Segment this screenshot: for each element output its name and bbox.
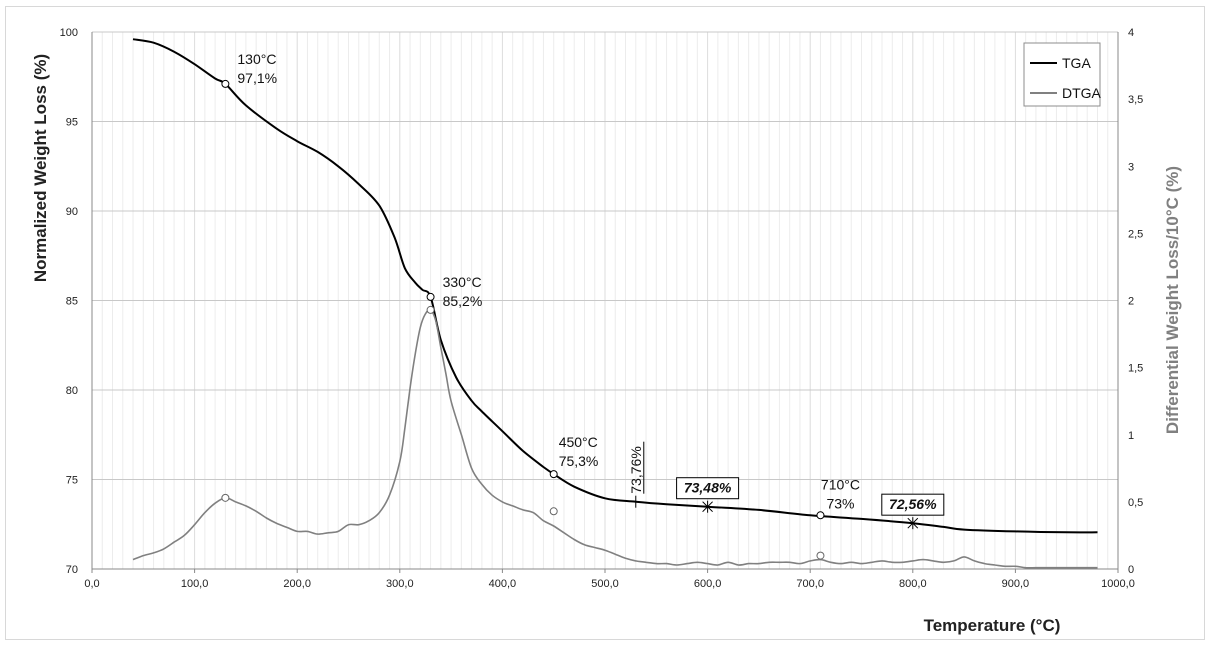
legend-box: [1023, 42, 1101, 107]
legend-label-tga: TGA: [1062, 55, 1091, 71]
point-annotation-label: 97,1%: [237, 70, 277, 86]
x-tick-label: 1000,0: [1101, 578, 1135, 590]
point-annotation-label: 710°C: [821, 476, 860, 492]
axes: [91, 32, 1119, 573]
x-tick-label: 0,0: [84, 578, 99, 590]
x-tick-label: 400,0: [489, 578, 517, 590]
y-tick-label: 85: [66, 296, 78, 308]
dtga-point-marker: [426, 305, 435, 314]
y2-tick-label: 1: [1128, 430, 1134, 442]
y-axis-title: Normalized Weight Loss (%): [31, 54, 50, 282]
y2-tick-label: 0: [1128, 564, 1134, 576]
y-tick-label: 75: [66, 475, 78, 487]
series-line-dtga: [132, 308, 1098, 569]
x-tick-label: 900,0: [1002, 578, 1030, 590]
x-tick-label: 700,0: [796, 578, 824, 590]
dtga-point-marker: [549, 507, 558, 516]
tga-point-marker: [221, 79, 230, 88]
point-annotation-label: 450°C: [559, 434, 598, 450]
tga-point-marker: [549, 470, 558, 479]
legend-label-dtga: DTGA: [1062, 85, 1102, 101]
point-annotation-label: 75,3%: [559, 453, 599, 469]
y-tick-label: 90: [66, 206, 78, 218]
y-tick-label: 80: [66, 385, 78, 397]
grid: [92, 31, 1118, 570]
x-tick-label: 200,0: [283, 578, 311, 590]
x-axis-title: Temperature (°C): [924, 616, 1061, 635]
y2-tick-label: 3: [1128, 161, 1134, 173]
x-tick-label: 600,0: [694, 578, 722, 590]
y-tick-label: 100: [60, 27, 78, 39]
tick-labels: 0,0 100,0 200,0 300,0 400,0 500,0 600,0 700,0 80…: [60, 27, 1144, 590]
y2-tick-label: 3,5: [1128, 94, 1143, 106]
series: [132, 38, 1098, 569]
y2-tick-label: 2,5: [1128, 228, 1143, 240]
x-tick-label: 100,0: [181, 578, 209, 590]
x-tick-label: 500,0: [591, 578, 619, 590]
point-annotation-label: 85,2%: [443, 293, 483, 309]
y2-tick-label: 0,5: [1128, 497, 1143, 509]
y2-tick-label: 1,5: [1128, 363, 1143, 375]
y-tick-label: 95: [66, 117, 78, 129]
y2-axis-title: Differential Weight Loss/10°C (%): [1163, 166, 1182, 434]
y2-tick-label: 4: [1128, 27, 1134, 39]
point-annotation-label: 73%: [826, 495, 854, 511]
legend: TGA DTGA: [1023, 42, 1102, 107]
annotations: 130°C 97,1% 330°C 85,2% 450°C 75,3% 710°C 73% 73…: [221, 51, 945, 560]
point-annotation-label: 130°C: [237, 51, 276, 67]
dtga-point-marker: [816, 551, 825, 560]
y-tick-label: 70: [66, 564, 78, 576]
tga-point-marker: [426, 292, 435, 301]
x-tick-label: 800,0: [899, 578, 927, 590]
callout-label: 73,48%: [684, 480, 732, 496]
point-annotation-label: 330°C: [443, 274, 482, 290]
callout-label: 73,76%: [628, 446, 644, 493]
y2-tick-label: 2: [1128, 296, 1134, 308]
callout-box: [881, 493, 945, 516]
callout-box: [676, 477, 740, 500]
x-tick-label: 300,0: [386, 578, 414, 590]
series-line-tga: [132, 38, 1098, 534]
tga-point-marker: [816, 511, 825, 520]
dtga-point-marker: [221, 493, 230, 502]
callout-label: 72,56%: [889, 496, 937, 512]
